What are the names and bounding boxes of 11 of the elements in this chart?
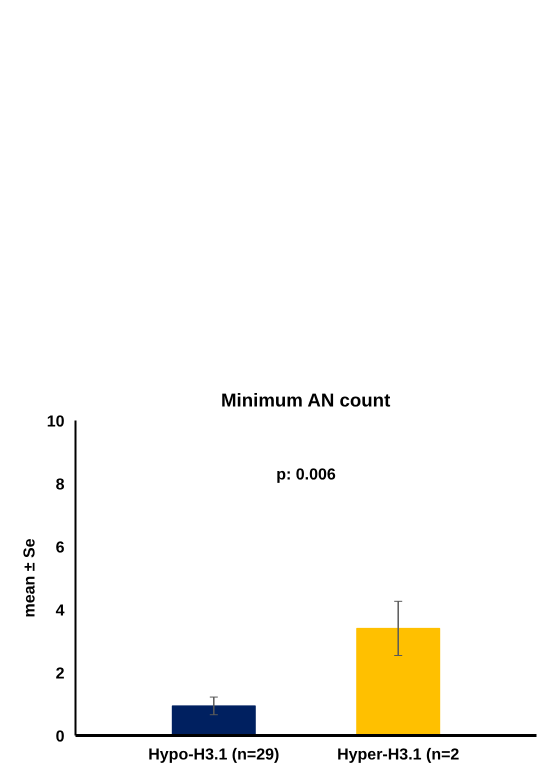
y-tick-label: 2 (56, 666, 65, 682)
y-tick-label: 10 (46, 414, 65, 430)
y-tick-label: 4 (56, 602, 65, 620)
y-axis-title: mean ± Se (22, 538, 39, 618)
x-tick-label: Hypo-H3.1 (n=29) (148, 746, 280, 764)
y-tick-label: 6 (56, 540, 65, 556)
y-tick-label: 0 (56, 728, 65, 746)
chart-title: Minimum AN count (221, 390, 390, 410)
x-tick-label: Hyper-H3.1 (n=2 (337, 746, 460, 764)
y-tick-label: 8 (56, 476, 65, 494)
annotation: p: 0.006 (276, 466, 336, 484)
